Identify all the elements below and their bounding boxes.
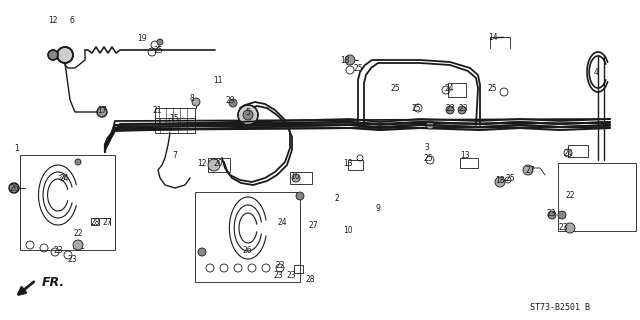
Text: 8: 8 — [189, 93, 195, 102]
Text: 7: 7 — [173, 150, 177, 159]
Bar — [448, 83, 466, 97]
Text: 13: 13 — [460, 150, 470, 159]
Circle shape — [446, 106, 454, 114]
Text: 25: 25 — [353, 63, 363, 73]
Text: 14: 14 — [488, 33, 498, 42]
Text: 6: 6 — [70, 15, 74, 25]
Bar — [290, 172, 312, 184]
Circle shape — [75, 159, 81, 165]
Text: 29: 29 — [225, 95, 235, 105]
Text: 12: 12 — [197, 158, 207, 167]
Circle shape — [57, 47, 73, 63]
Text: 20: 20 — [213, 158, 223, 167]
Circle shape — [97, 107, 107, 117]
Text: 28: 28 — [90, 218, 100, 227]
Circle shape — [198, 248, 206, 256]
Text: 23: 23 — [445, 103, 455, 113]
Circle shape — [495, 177, 505, 187]
Circle shape — [208, 159, 220, 171]
Text: 15: 15 — [169, 114, 179, 123]
Text: 17: 17 — [97, 106, 107, 115]
Circle shape — [243, 110, 253, 120]
Text: 23: 23 — [558, 222, 568, 231]
Text: ST73-B2501 B: ST73-B2501 B — [530, 303, 590, 313]
Text: 25: 25 — [487, 84, 497, 92]
Bar — [20, 155, 115, 250]
Text: 22: 22 — [73, 228, 83, 237]
Text: 23: 23 — [286, 270, 296, 279]
Text: 18: 18 — [495, 175, 505, 185]
Text: 1: 1 — [15, 143, 19, 153]
Text: 24: 24 — [59, 173, 69, 182]
Bar — [91, 218, 99, 225]
Circle shape — [296, 192, 304, 200]
Text: 12: 12 — [48, 15, 58, 25]
Circle shape — [229, 99, 237, 107]
Text: 24: 24 — [563, 148, 573, 157]
Circle shape — [48, 50, 58, 60]
Text: 5: 5 — [246, 108, 250, 116]
Text: 9: 9 — [376, 204, 380, 212]
Text: 16: 16 — [290, 172, 300, 180]
Text: 23: 23 — [53, 245, 63, 254]
Text: 23: 23 — [273, 270, 283, 279]
Text: 26: 26 — [242, 245, 252, 254]
Circle shape — [292, 174, 300, 182]
Text: 25: 25 — [423, 154, 433, 163]
Bar — [155, 118, 195, 133]
Text: 18: 18 — [340, 55, 349, 65]
Text: 23: 23 — [458, 103, 468, 113]
Circle shape — [548, 211, 556, 219]
Text: 2: 2 — [335, 194, 339, 203]
Text: 10: 10 — [343, 226, 353, 235]
Text: 4: 4 — [593, 68, 598, 76]
Text: 26: 26 — [9, 183, 19, 193]
Text: 25: 25 — [505, 173, 515, 182]
Circle shape — [558, 211, 566, 219]
Bar — [208, 158, 230, 172]
Circle shape — [192, 98, 200, 106]
Circle shape — [565, 223, 575, 233]
Text: 3: 3 — [424, 142, 429, 151]
Circle shape — [157, 39, 163, 45]
Text: 23: 23 — [546, 209, 556, 218]
Text: 28: 28 — [305, 276, 315, 284]
Circle shape — [345, 55, 355, 65]
Text: 25: 25 — [153, 45, 163, 54]
Bar — [558, 163, 636, 231]
Bar — [195, 192, 300, 282]
Text: 13: 13 — [343, 158, 353, 167]
Text: 27: 27 — [525, 165, 535, 174]
Text: 27: 27 — [308, 220, 318, 229]
Text: 25: 25 — [411, 103, 421, 113]
Bar — [348, 160, 363, 170]
Text: 11: 11 — [213, 76, 223, 84]
Circle shape — [458, 106, 466, 114]
Text: 23: 23 — [67, 255, 77, 265]
Circle shape — [73, 240, 83, 250]
Circle shape — [238, 105, 258, 125]
Text: 22: 22 — [275, 260, 285, 269]
Text: 25: 25 — [390, 84, 400, 92]
Text: 24: 24 — [444, 84, 454, 92]
Bar — [155, 108, 195, 126]
Text: 27: 27 — [102, 218, 112, 227]
Bar — [568, 145, 588, 157]
Text: 19: 19 — [137, 34, 147, 43]
Text: FR.: FR. — [42, 276, 65, 289]
Text: 24: 24 — [58, 175, 67, 181]
Circle shape — [9, 183, 19, 193]
Circle shape — [426, 121, 434, 129]
Text: 22: 22 — [565, 190, 575, 199]
Bar — [294, 265, 303, 273]
Circle shape — [523, 165, 533, 175]
Text: 24: 24 — [277, 218, 287, 227]
Text: 21: 21 — [152, 106, 162, 115]
Bar — [460, 158, 478, 168]
